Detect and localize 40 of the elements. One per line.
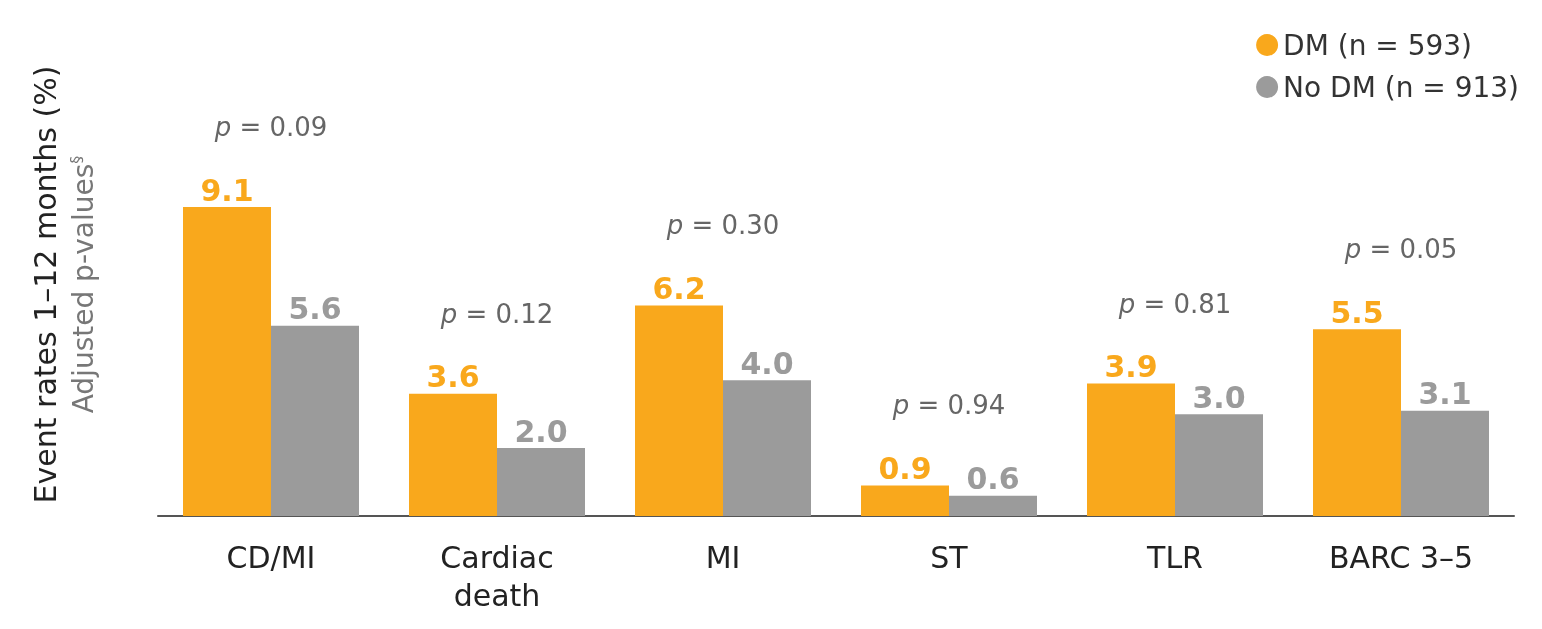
annotation: p = 0.12 (439, 298, 554, 329)
bar (271, 325, 359, 516)
x-tick-label: BARC 3–5 (1328, 539, 1474, 575)
annotation: p = 0.81 (1117, 288, 1232, 319)
x-tick-label: MI (705, 539, 741, 575)
x-tick-label: ST (930, 539, 969, 575)
bar (1175, 414, 1263, 516)
bar (409, 393, 497, 516)
x-tick-label: Cardiac death (440, 539, 554, 613)
data-label: 0.9 (878, 450, 932, 486)
y-axis-title: Event rates 1–12 months (%) (27, 65, 63, 504)
annotation: p = 0.30 (665, 210, 780, 241)
legend-label: DM (n = 593) (1283, 28, 1473, 62)
bar (497, 448, 585, 516)
bar (1401, 410, 1489, 516)
data-label: 4.0 (740, 345, 794, 381)
data-label: 2.0 (514, 413, 568, 449)
data-label: 5.5 (1330, 294, 1384, 330)
bar (183, 207, 271, 516)
x-tick-label: CD/MI (226, 539, 316, 575)
data-label: 3.1 (1418, 376, 1472, 412)
bar (723, 380, 811, 516)
data-label: 5.6 (288, 291, 342, 327)
data-label: 3.0 (1192, 379, 1246, 415)
annotation: p = 0.05 (1343, 234, 1458, 265)
bar (1313, 329, 1401, 516)
data-label: 0.6 (966, 461, 1020, 497)
data-label: 9.1 (200, 172, 254, 208)
text: Adjusted p-values§ (66, 155, 100, 414)
text: p = 0.09 (213, 112, 328, 143)
bar (949, 495, 1037, 516)
annotation: p = 0.94 (891, 390, 1006, 421)
bar (861, 485, 949, 516)
legend-label: No DM (n = 913) (1283, 70, 1520, 104)
data-label: 3.9 (1104, 349, 1158, 385)
data-label: 3.6 (426, 359, 480, 395)
bar (1087, 383, 1175, 516)
bar (635, 305, 723, 516)
data-label: 6.2 (652, 271, 706, 306)
x-tick-label: TLR (1146, 539, 1203, 575)
